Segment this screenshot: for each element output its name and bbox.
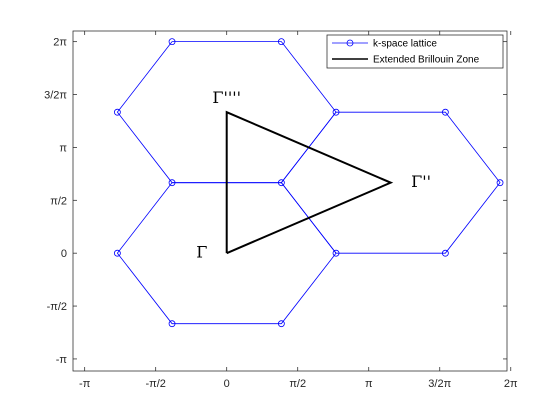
- lattice-point: [332, 108, 340, 116]
- lattice-point: [168, 179, 176, 187]
- legend-label-lattice: k-space lattice: [373, 39, 437, 50]
- y-tick-label: π: [59, 142, 67, 154]
- plot-frame: [72, 30, 508, 372]
- lattice-point: [441, 108, 449, 116]
- legend-label-zone: Extended Brillouin Zone: [373, 55, 480, 66]
- lattice-point: [332, 249, 340, 257]
- lattice-point: [168, 38, 176, 46]
- y-tick-label: π/2: [50, 195, 67, 207]
- x-tick-label: -π: [79, 378, 91, 390]
- lattice-point: [168, 320, 176, 328]
- lattice-point: [277, 179, 285, 187]
- y-axis-ticks: -π -π/2 0 π/2 π 3/2π 2π: [44, 37, 507, 366]
- plot-area: [73, 31, 507, 371]
- annotation-label: Γ'': [411, 172, 431, 191]
- x-tick-label: 0: [224, 378, 230, 390]
- x-tick-label: π/2: [289, 378, 306, 390]
- x-tick-label: π: [365, 378, 373, 390]
- y-tick-label: 2π: [53, 37, 67, 49]
- x-tick-label: 3/2π: [428, 378, 451, 390]
- legend-marker-lattice: [346, 39, 354, 47]
- annotation-layer: Γ Γ'' Γ'''': [196, 88, 431, 262]
- lattice-point: [113, 249, 121, 257]
- lattice-point: [113, 108, 121, 116]
- lattice-point: [277, 320, 285, 328]
- lattice-point: [277, 38, 285, 46]
- y-tick-label: -π: [56, 354, 68, 366]
- annotation-label: Γ: [196, 243, 207, 262]
- lattice-point: [496, 179, 504, 187]
- y-tick-label: 0: [61, 248, 67, 260]
- annotation-label: Γ'''': [212, 88, 241, 107]
- x-tick-label: -π/2: [145, 378, 165, 390]
- lattice-hexagon-line-2: [280, 111, 501, 254]
- brillouin-zone-line-0: [225, 110, 394, 255]
- x-axis-ticks: -π -π/2 0 π/2 π 3/2π 2π: [79, 31, 518, 390]
- y-tick-label: 3/2π: [44, 90, 67, 102]
- lattice-point: [441, 249, 449, 257]
- y-tick-label: -π/2: [47, 301, 67, 313]
- legend-box: [326, 34, 504, 69]
- x-tick-label: 2π: [504, 378, 518, 390]
- legend: k-space lattice Extended Brillouin Zone: [326, 34, 504, 69]
- series-layer: [113, 38, 504, 328]
